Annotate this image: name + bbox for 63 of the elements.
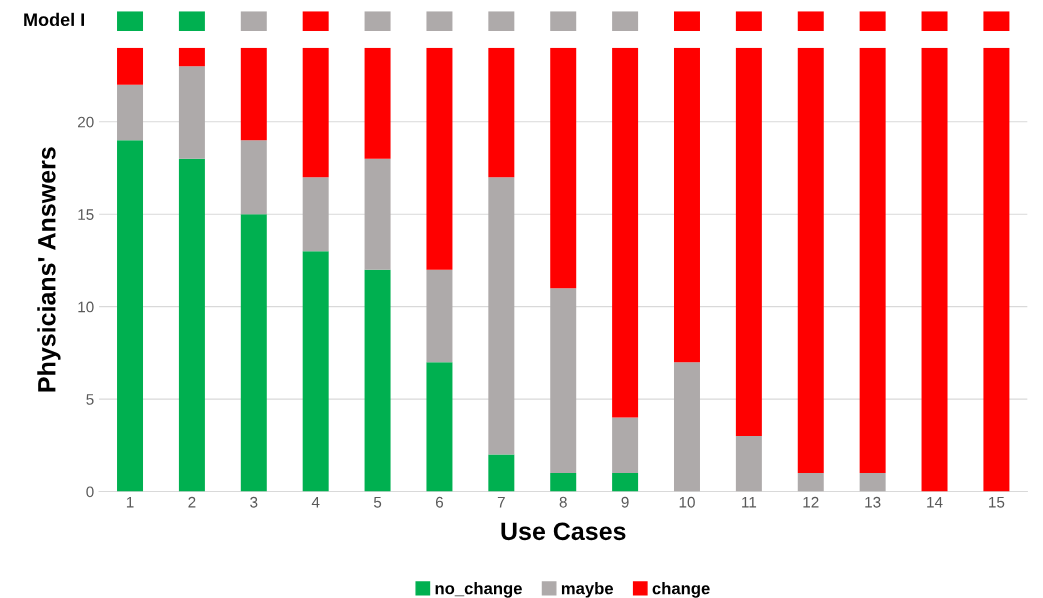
x-tick-label: 8 bbox=[559, 496, 567, 508]
legend-label: change bbox=[652, 582, 710, 598]
bar bbox=[178, 158, 205, 492]
x-tick-label: 9 bbox=[621, 496, 629, 508]
x-tick-label: 12 bbox=[803, 496, 819, 508]
bar bbox=[117, 47, 144, 85]
bar bbox=[240, 214, 267, 492]
y-axis-title: Physicians' Answers bbox=[37, 147, 61, 392]
bar bbox=[859, 47, 886, 474]
bar bbox=[735, 47, 762, 437]
x-tick-label: 11 bbox=[742, 496, 757, 508]
bar bbox=[117, 84, 144, 141]
y-tick-label: 15 bbox=[78, 209, 94, 220]
bar bbox=[612, 417, 639, 474]
x-tick-label: 14 bbox=[927, 496, 943, 508]
bar bbox=[797, 47, 824, 474]
y-tick-label: 10 bbox=[78, 301, 94, 313]
bar bbox=[921, 47, 948, 492]
bar bbox=[859, 473, 886, 492]
bar bbox=[612, 473, 639, 492]
x-tick-label: 13 bbox=[865, 496, 881, 508]
bar bbox=[364, 47, 391, 159]
bar bbox=[797, 473, 824, 492]
bar bbox=[178, 66, 205, 159]
y-tick-label: 20 bbox=[78, 116, 94, 128]
x-tick-label: 2 bbox=[188, 496, 196, 508]
bar bbox=[426, 47, 453, 270]
bar bbox=[302, 47, 329, 178]
bar bbox=[240, 140, 267, 215]
y-axis-title: Model I bbox=[24, 12, 84, 27]
bar bbox=[550, 288, 577, 474]
bar bbox=[488, 454, 515, 492]
bar bbox=[178, 47, 205, 67]
x-tick-label: 5 bbox=[373, 496, 382, 508]
bar bbox=[302, 251, 329, 492]
bar bbox=[117, 140, 144, 492]
bar bbox=[673, 362, 700, 492]
bar bbox=[364, 269, 391, 492]
x-axis-title: Use Cases bbox=[501, 522, 626, 541]
bar bbox=[735, 436, 762, 492]
x-tick-label: 15 bbox=[989, 496, 1005, 508]
bar bbox=[983, 47, 1010, 492]
bar bbox=[364, 158, 391, 270]
bar bbox=[488, 47, 515, 178]
y-tick-label: 5 bbox=[86, 394, 94, 405]
x-tick-label: 3 bbox=[250, 496, 258, 508]
bar bbox=[302, 177, 329, 252]
bar bbox=[550, 473, 577, 492]
bar bbox=[426, 362, 453, 492]
x-tick-label: 10 bbox=[679, 496, 695, 508]
bar bbox=[240, 47, 267, 141]
bar bbox=[612, 47, 639, 418]
x-tick-label: 4 bbox=[311, 496, 320, 508]
x-tick-label: 1 bbox=[126, 496, 134, 508]
x-tick-label: 7 bbox=[497, 496, 505, 508]
bar bbox=[550, 47, 577, 289]
legend-label: no_change bbox=[435, 582, 522, 598]
y-tick-label: 0 bbox=[86, 486, 94, 498]
legend-label: maybe bbox=[561, 582, 614, 598]
bar bbox=[488, 177, 515, 455]
bar bbox=[426, 269, 453, 363]
x-tick-label: 6 bbox=[435, 496, 444, 508]
bar bbox=[673, 47, 700, 363]
